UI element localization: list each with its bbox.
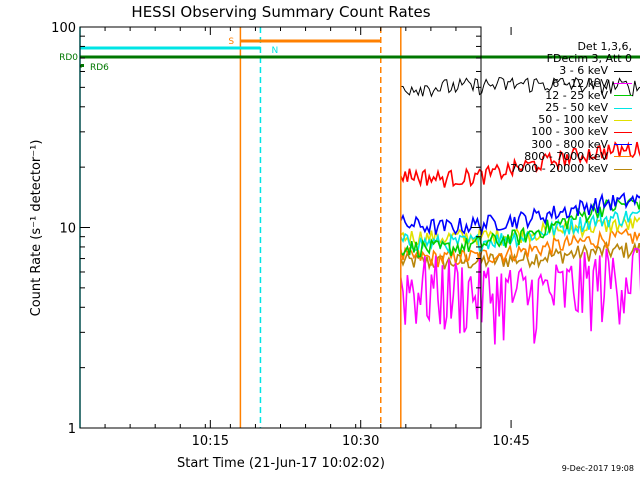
legend-entry: 12 - 25 keV	[498, 88, 632, 102]
legend-swatch	[614, 168, 632, 170]
legend-entry-label: 50 - 100 keV	[538, 113, 608, 127]
legend-swatch	[614, 95, 632, 97]
legend-entry-label: 7000 - 20000 keV	[510, 161, 608, 175]
legend-entry-label: 100 - 300 keV	[531, 125, 608, 139]
y-tick-label: 100	[51, 21, 76, 36]
y-tick-label: 1	[68, 422, 76, 437]
x-tick-label: 10:30	[342, 434, 379, 449]
legend-swatch	[614, 107, 632, 109]
legend-entry-label: 12 - 25 keV	[545, 88, 608, 102]
flag-dot-rd6	[81, 64, 84, 67]
legend-entry-label: 300 - 800 keV	[531, 137, 608, 151]
y-axis-label: Count Rate (s⁻¹ detector⁻¹)	[29, 140, 44, 317]
date-stamp: 9-Dec-2017 19:08	[561, 464, 634, 473]
x-tick-label: 10:45	[492, 434, 529, 449]
legend-header-2: FDecim 3, Att 0	[546, 52, 632, 66]
legend-entry: 100 - 300 keV	[498, 126, 632, 138]
legend-entry: 50 - 100 keV	[498, 113, 632, 127]
legend-entry-label: 800 - 7000 keV	[524, 149, 608, 163]
legend-header-1: Det 1,3,6,	[577, 40, 632, 53]
legend-entries: 3 - 6 keV 6 - 12 keV 12 - 25 keV 25 - 50 ke…	[498, 65, 632, 175]
series-line-1	[400, 247, 640, 345]
legend: Det 1,3,6, FDecim 3, Att 0 3 - 6 keV 6 - …	[498, 40, 632, 175]
legend-swatch	[614, 131, 632, 133]
legend-entry: 3 - 6 keV	[498, 65, 632, 77]
flag-label-rd6: RD6	[90, 63, 109, 73]
x-tick-label: 10:15	[192, 434, 229, 449]
legend-entry-label: 25 - 50 keV	[545, 100, 608, 114]
flag-label-s: S	[228, 37, 234, 47]
legend-entry: 300 - 800 keV	[498, 137, 632, 151]
legend-swatch	[614, 83, 632, 85]
series-line-6	[400, 192, 640, 236]
legend-swatch	[614, 144, 632, 146]
legend-entry: 7000 - 20000 keV	[498, 161, 632, 175]
legend-swatch	[614, 119, 632, 121]
legend-entry-label: 6 - 12 keV	[552, 76, 608, 90]
flag-label-n: N	[271, 46, 278, 56]
legend-entry: 25 - 50 keV	[498, 100, 632, 114]
legend-swatch	[614, 71, 632, 72]
legend-entry: 6 - 12 keV	[498, 76, 632, 90]
x-axis-label: Start Time (21-Jun-17 10:02:02)	[177, 456, 385, 471]
y-tick-label: 10	[59, 222, 76, 237]
flag-label-rd0: RD0	[59, 53, 78, 63]
chart-title: HESSI Observing Summary Count Rates	[131, 3, 430, 21]
legend-entry-label: 3 - 6 keV	[559, 64, 608, 78]
legend-swatch	[614, 156, 632, 158]
legend-entry: 800 - 7000 keV	[498, 149, 632, 163]
